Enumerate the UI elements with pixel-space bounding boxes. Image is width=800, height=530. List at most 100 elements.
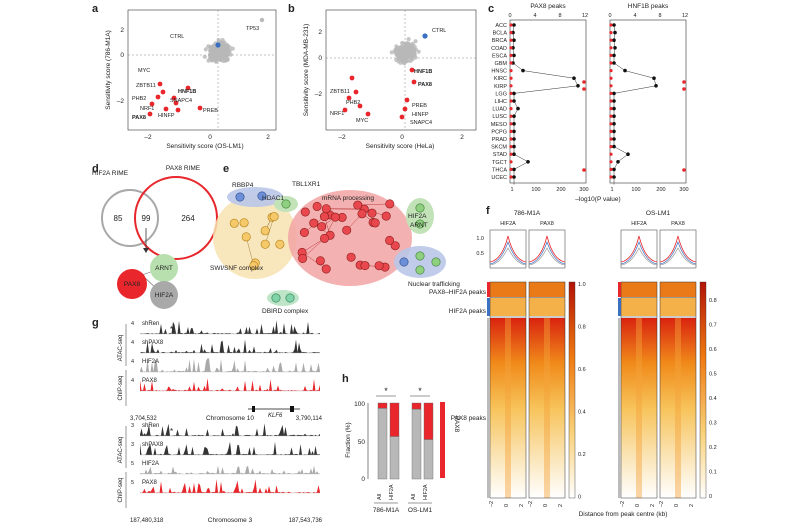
c-red-left [509, 145, 513, 149]
b-xtick-2: 0 [400, 134, 404, 141]
scatter-point [208, 45, 213, 50]
f-xlabel: Distance from peak centre (kb) [579, 511, 668, 518]
c-row-label: HNSC [491, 69, 507, 75]
c-row-label: BRCA [492, 38, 508, 44]
gene-exon [252, 406, 255, 412]
bar-other [389, 436, 400, 480]
c-link-left [513, 161, 529, 170]
cbar-left-tick: 1.0 [578, 282, 586, 288]
c-red-right [609, 175, 613, 179]
cbar-right-tick: 0.1 [709, 470, 717, 476]
c-row-label: LIHC [494, 99, 507, 105]
heat-frame [528, 281, 566, 499]
network-node [385, 235, 395, 245]
group-bar-red [618, 282, 621, 297]
a-xtick-1: –2 [144, 134, 152, 141]
network-edge [301, 252, 327, 270]
coord-end: 187,543,736 [289, 518, 323, 524]
h-bar-label-3: All [411, 494, 417, 500]
f-line-2: OS-LM1 [646, 210, 671, 217]
b-ytick-2: 0 [318, 55, 322, 62]
profile-blue [659, 240, 697, 265]
c-title-left: PAX8 peaks [530, 3, 566, 10]
c-bot-tick-4: 300 [579, 187, 588, 193]
scatter-point [216, 48, 221, 54]
scatter-point [405, 42, 411, 48]
track-signal [140, 465, 320, 474]
cluster-nuclear [394, 246, 446, 278]
scatter-point [413, 47, 418, 52]
e-label-hif2a: HIF2A [408, 213, 427, 220]
profile-frame [528, 229, 566, 269]
panel-d: d HIF2A RIME PAX8 RIME 85 99 264 ARNT PA… [92, 163, 218, 309]
c-row-label: LGG [495, 91, 507, 97]
heat-centre [505, 318, 511, 498]
c-red-right [609, 122, 613, 126]
c-bot-tick-8: 300 [679, 187, 688, 193]
network-node [431, 257, 441, 267]
heat-block-1 [490, 282, 526, 297]
group-bar-grey [618, 318, 621, 498]
scatter-point [220, 37, 225, 43]
c-red-right [609, 30, 613, 35]
ctrl-point [422, 33, 428, 39]
c-row-label: PCPG [491, 129, 507, 135]
panel-label-h: h [342, 373, 349, 385]
c-hit-right [682, 80, 686, 84]
c-red-right [609, 137, 613, 141]
cbar-right-tick: 0.5 [709, 372, 717, 378]
track-name: PAX8 [142, 480, 158, 486]
tp53-point [259, 17, 265, 23]
cbar-left-tick: 0.4 [578, 410, 586, 416]
network-node [390, 241, 400, 251]
network-node [415, 203, 425, 213]
c-red-left [509, 23, 513, 27]
c-red-right [609, 91, 613, 95]
b-ytick-1: 2 [318, 29, 322, 36]
track-name: shPAX8 [142, 442, 164, 448]
f-xtick: 2 [558, 504, 564, 507]
track-scale: 5 [131, 461, 134, 467]
f-xtick: 0 [674, 504, 680, 507]
c-top-tick-1: 0 [508, 13, 511, 19]
c-dot-left [512, 23, 516, 27]
node-pax8 [117, 269, 147, 299]
f-xtick: –2 [489, 501, 495, 507]
scatter-hit [155, 94, 161, 100]
c-dot-right [612, 38, 616, 42]
c-top-tick-7: 8 [658, 13, 661, 19]
scatter-hit [357, 103, 363, 109]
scatter-point [400, 45, 405, 50]
c-hit-right [682, 168, 686, 172]
panel-label-e: e [223, 163, 229, 175]
node-hif2a-label: HIF2A [155, 292, 174, 299]
profile-grey [659, 247, 697, 266]
cbar-left-tick: 0.6 [578, 367, 586, 373]
c-dot-right [612, 99, 616, 103]
track-scale: 3 [131, 442, 134, 448]
panel-label-b: b [288, 3, 295, 15]
network-node [269, 212, 279, 222]
c-red-left [509, 167, 513, 171]
f-prof-tick-2: 0.5 [476, 251, 484, 257]
panel-label-d: d [92, 163, 99, 175]
heat-block-2 [529, 298, 565, 316]
scatter-hit [402, 106, 408, 112]
e-label-arnt: ARNT [410, 222, 428, 229]
network-node [346, 252, 356, 262]
track-name: HIF2A [142, 359, 159, 365]
track-scale: 5 [131, 480, 134, 486]
a-gene-zbtb11: ZBTB11 [136, 83, 156, 89]
c-red-right [609, 38, 613, 42]
e-label-swisnf: SWI/SNF complex [210, 265, 264, 272]
c-bot-tick-6: 100 [631, 187, 640, 193]
scatter-point [403, 48, 408, 54]
scatter-hit [365, 111, 371, 117]
network-node [299, 228, 309, 238]
b-ylabel: Sensitivity score (MDA-MB-231) [303, 24, 310, 116]
c-link-left [513, 153, 529, 163]
network-node [357, 209, 367, 219]
track-scale: 4 [131, 359, 134, 365]
a-gene-preb: PREB [203, 108, 218, 114]
f-col-1: HIF2A [500, 221, 516, 227]
